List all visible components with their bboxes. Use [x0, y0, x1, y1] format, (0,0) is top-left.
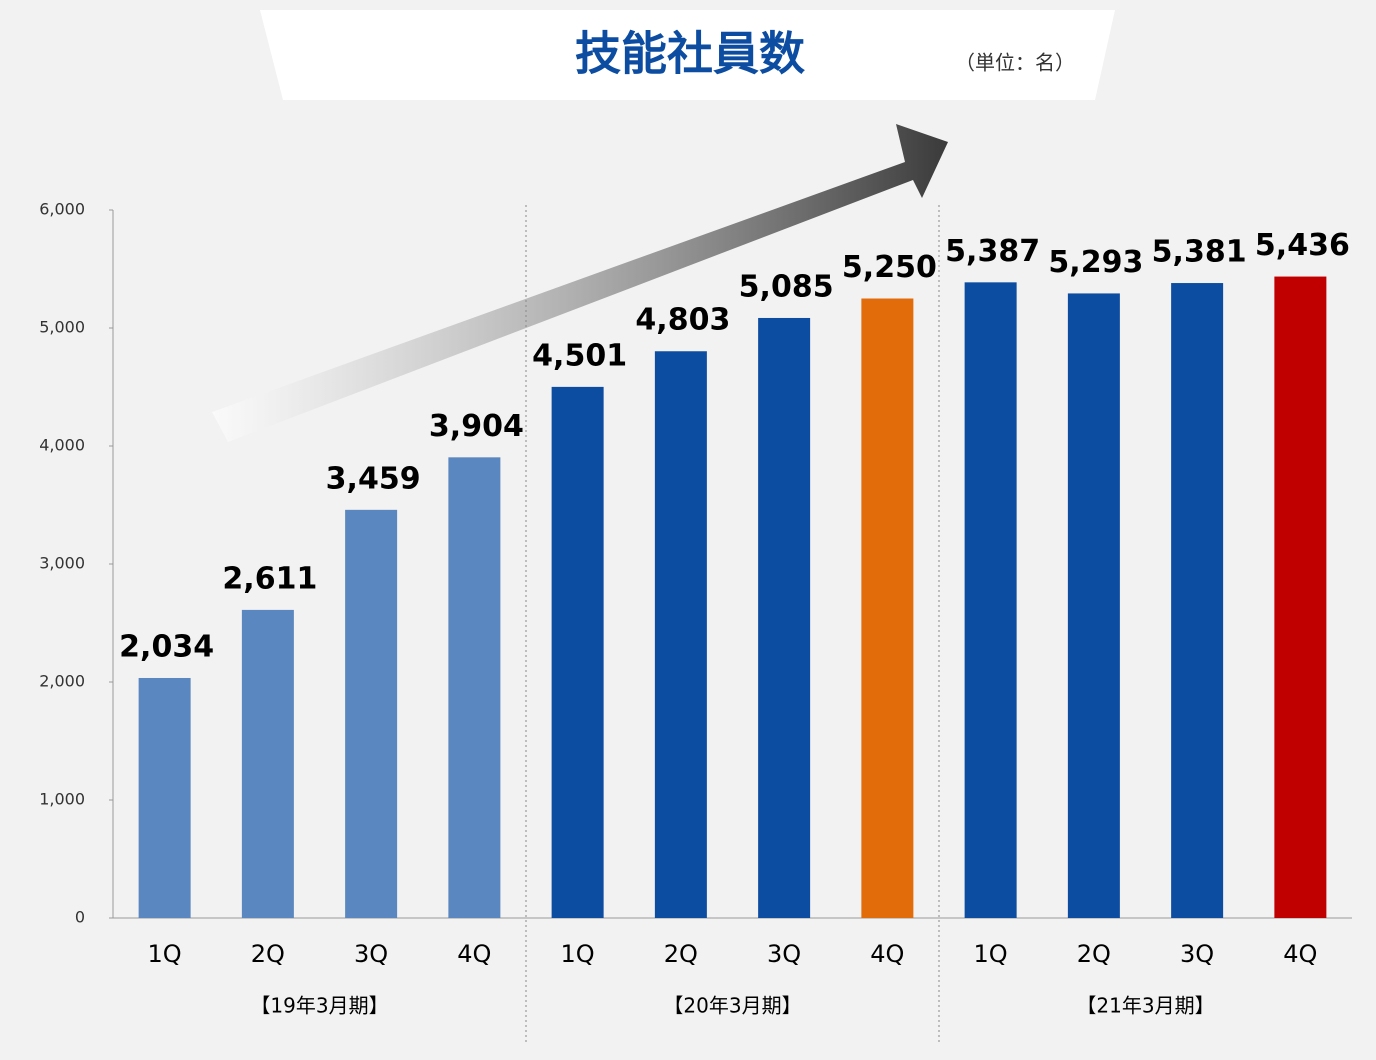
y-tick-label: 0: [75, 908, 85, 927]
x-tick-label: 3Q: [1180, 940, 1214, 968]
x-tick-label: 4Q: [457, 940, 491, 968]
x-tick-label: 3Q: [767, 940, 801, 968]
value-label: 3,459: [326, 461, 421, 496]
chart-title: 技能社員数: [575, 27, 805, 81]
bar: [448, 457, 501, 918]
bar: [138, 677, 191, 918]
bar: [758, 317, 811, 919]
value-label: 5,293: [1048, 245, 1143, 280]
value-label: 2,611: [222, 561, 317, 596]
bar: [964, 282, 1017, 919]
x-tick-label: 2Q: [1077, 940, 1111, 968]
x-tick-label: 2Q: [664, 940, 698, 968]
bar: [551, 386, 604, 919]
value-label: 5,436: [1255, 228, 1350, 263]
y-tick-label: 4,000: [39, 436, 85, 455]
value-label: 5,250: [842, 250, 937, 285]
y-tick-label: 2,000: [39, 672, 85, 691]
title-banner: [260, 10, 1115, 100]
value-label: 5,381: [1152, 235, 1247, 270]
y-tick-label: 6,000: [39, 200, 85, 219]
bar: [241, 609, 294, 918]
value-label: 4,803: [635, 303, 730, 338]
y-tick-label: 3,000: [39, 554, 85, 573]
bar: [1171, 283, 1224, 918]
x-tick-label: 4Q: [1283, 940, 1317, 968]
group-label: 【21年3月期】: [1076, 994, 1214, 1018]
value-label: 5,085: [739, 269, 834, 304]
value-label: 4,501: [532, 338, 627, 373]
value-label: 3,904: [429, 409, 524, 444]
x-tick-label: 4Q: [870, 940, 904, 968]
x-tick-label: 3Q: [354, 940, 388, 968]
x-tick-label: 1Q: [148, 940, 182, 968]
group-label: 【19年3月期】: [250, 994, 388, 1018]
group-label: 【20年3月期】: [663, 994, 801, 1018]
x-tick-label: 1Q: [561, 940, 595, 968]
value-label: 2,034: [119, 629, 214, 664]
bar: [1274, 276, 1327, 918]
x-tick-label: 1Q: [974, 940, 1008, 968]
bar: [861, 298, 914, 918]
y-tick-label: 5,000: [39, 318, 85, 337]
trend-arrow: [212, 124, 948, 442]
bar: [345, 509, 398, 918]
bar: [1067, 293, 1120, 918]
x-tick-label: 2Q: [251, 940, 285, 968]
y-tick-label: 1,000: [39, 790, 85, 809]
bar: [654, 351, 707, 919]
unit-label: （単位：名）: [955, 51, 1075, 75]
value-label: 5,387: [945, 234, 1040, 269]
